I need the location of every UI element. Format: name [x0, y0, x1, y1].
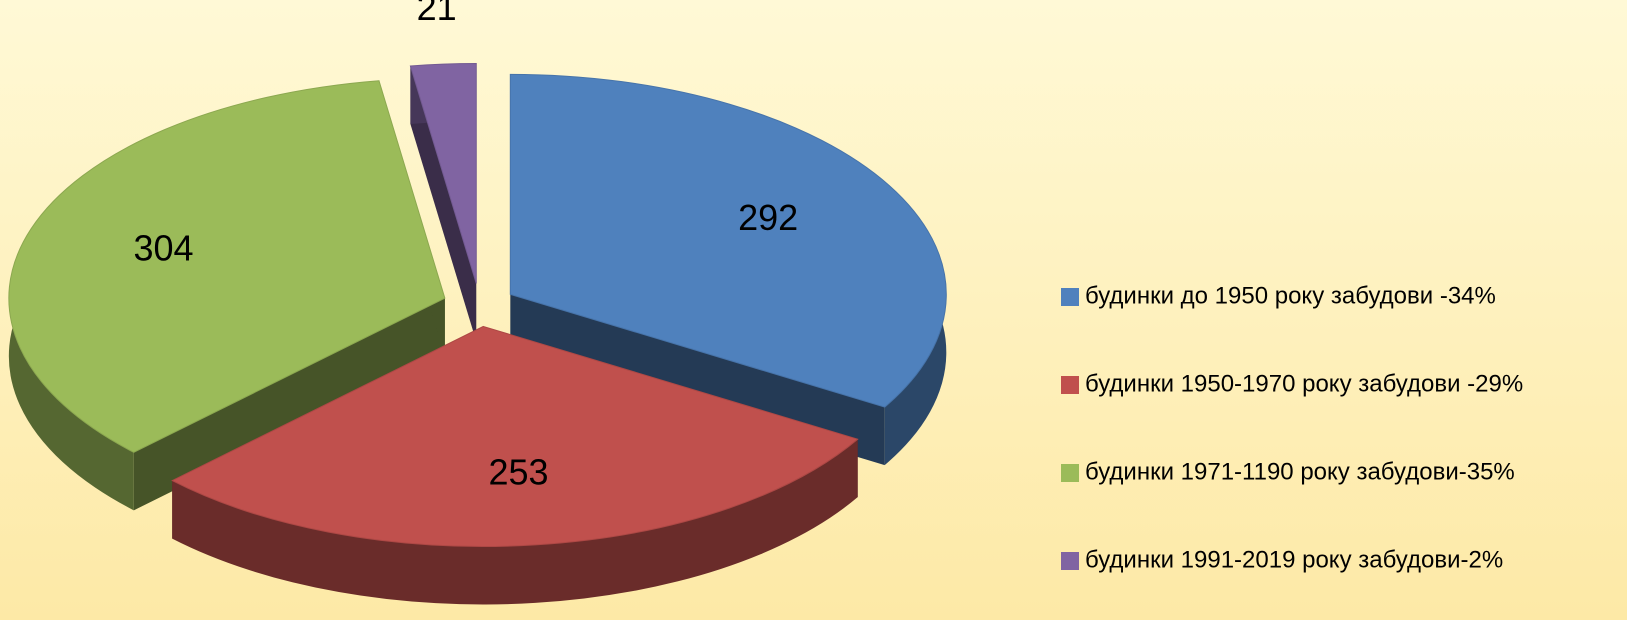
slice [509, 73, 947, 408]
slice-side [410, 65, 477, 342]
slice [171, 325, 859, 547]
data-label: 304 [134, 227, 194, 268]
slice-wall [172, 439, 858, 605]
data-label: 21 [417, 0, 457, 28]
legend-label: будинки 1971-1190 року забудови-35% [1085, 458, 1515, 485]
legend-swatch [1061, 552, 1079, 570]
slice [8, 80, 446, 453]
slice-side [133, 298, 445, 511]
data-label: 253 [488, 452, 548, 493]
legend-label: будинки до 1950 року забудови -34% [1085, 282, 1496, 309]
data-label: 292 [738, 197, 798, 238]
legend-swatch [1061, 464, 1079, 482]
legend-label: будинки 1991-2019 року забудови-2% [1085, 546, 1503, 573]
legend-label: будинки 1950-1970 року забудови -29% [1085, 370, 1523, 397]
slice [409, 62, 477, 284]
legend-swatch [1061, 376, 1079, 394]
legend-swatch [1061, 288, 1079, 306]
